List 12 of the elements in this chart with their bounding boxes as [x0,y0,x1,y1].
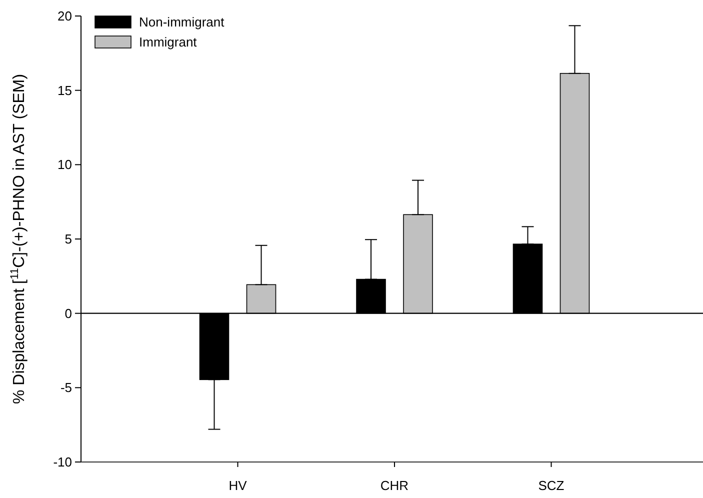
x-tick-label: CHR [380,478,409,493]
y-tick-label: 20 [58,8,72,24]
y-tick-label: 5 [64,232,72,247]
y-tick-label: -5 [60,380,72,396]
y-tick-label: -10 [53,454,72,470]
legend-label: Immigrant [139,34,198,50]
y-tick-label: 10 [58,157,72,172]
legend-label: Non-immigrant [139,14,225,30]
y-tick-label: 15 [58,82,72,98]
y-tick-label: 0 [64,306,72,321]
x-tick-label: SCZ [538,478,564,493]
x-tick-label: HV [228,478,248,493]
